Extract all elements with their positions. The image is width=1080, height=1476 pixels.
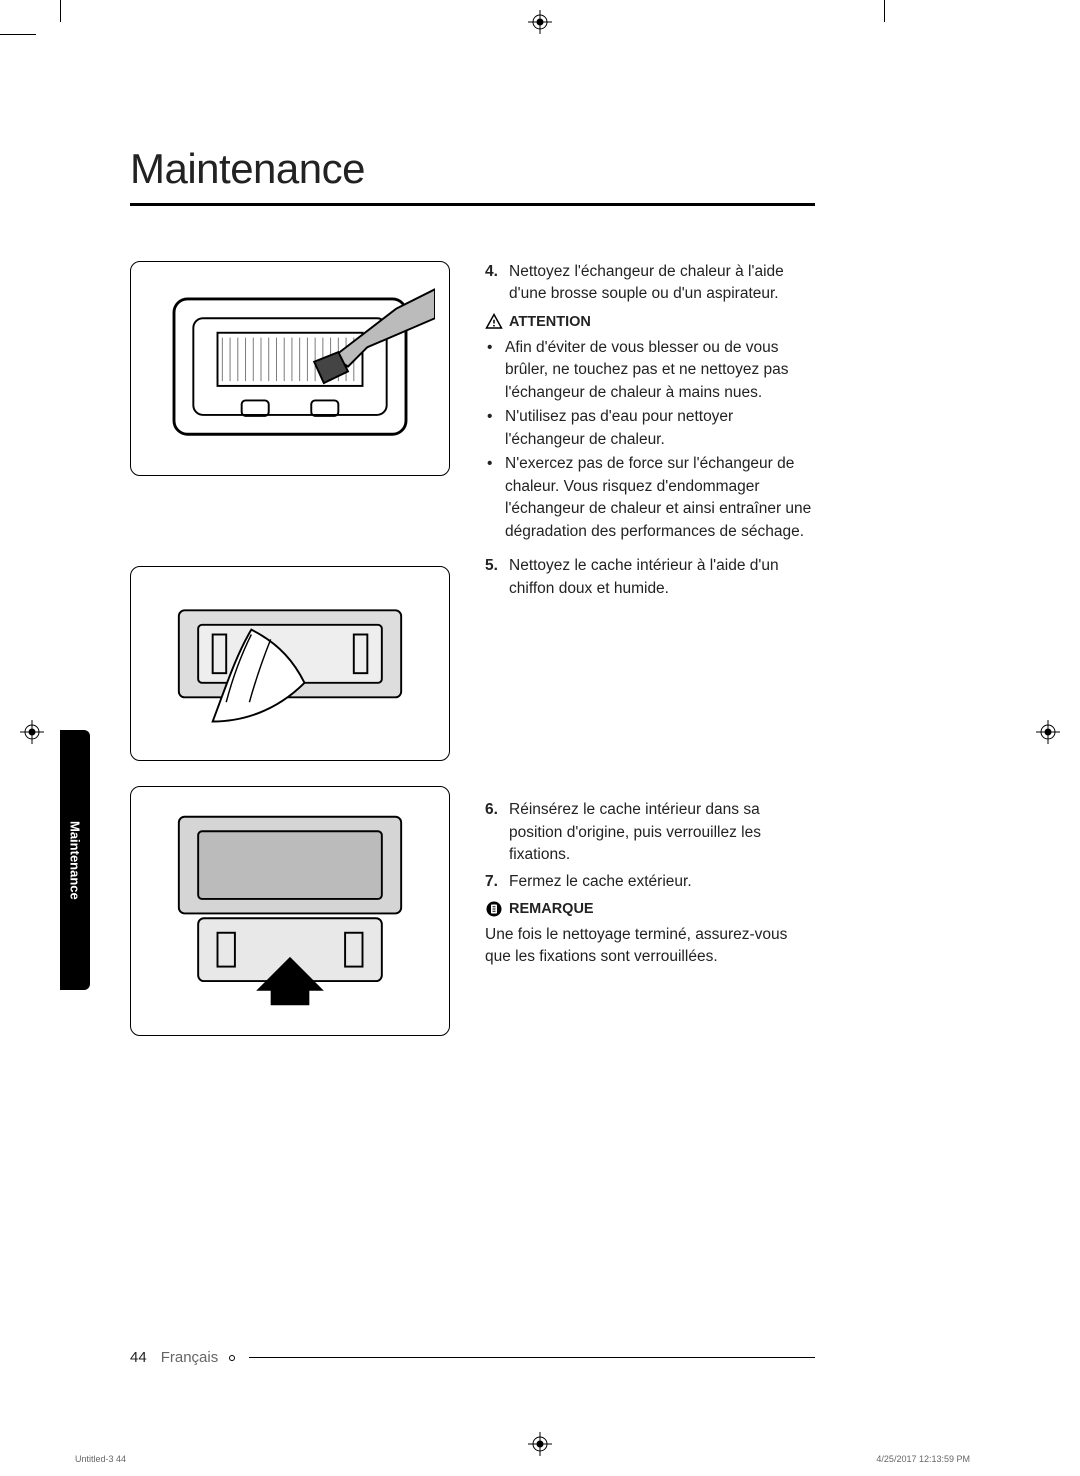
step-number: 6. xyxy=(485,799,509,866)
footer-rule xyxy=(249,1357,815,1358)
illustration-icon xyxy=(145,796,435,1026)
meta-timestamp: 4/25/2017 12:13:59 PM xyxy=(876,1454,970,1464)
text-column: 4. Nettoyez l'échangeur de chaleur à l'a… xyxy=(485,261,815,1061)
step-number: 4. xyxy=(485,261,509,306)
step-number: 5. xyxy=(485,555,509,600)
step-text: Réinsérez le cache intérieur dans sa pos… xyxy=(509,799,815,866)
registration-mark-icon xyxy=(1036,720,1060,744)
figure-wipe-inner-cover xyxy=(130,566,450,761)
attention-text: N'utilisez pas d'eau pour nettoyer l'éch… xyxy=(505,406,815,451)
note-icon xyxy=(485,900,503,918)
page-title: Maintenance xyxy=(130,145,815,206)
attention-text: N'exercez pas de force sur l'échangeur d… xyxy=(505,453,815,543)
step-item: 5. Nettoyez le cache intérieur à l'aide … xyxy=(485,555,815,600)
step-number: 7. xyxy=(485,871,509,893)
page-number: 44 xyxy=(130,1349,147,1366)
step-list: 5. Nettoyez le cache intérieur à l'aide … xyxy=(485,555,815,600)
note-text: Une fois le nettoyage terminé, assurez-v… xyxy=(485,924,815,969)
crop-mark xyxy=(884,0,885,22)
section-tab: Maintenance xyxy=(60,730,90,990)
attention-item: Afin d'éviter de vous blesser ou de vous… xyxy=(485,337,815,404)
registration-mark-icon xyxy=(528,10,552,34)
attention-text: Afin d'éviter de vous blesser ou de vous… xyxy=(505,337,815,404)
step-list: 4. Nettoyez l'échangeur de chaleur à l'a… xyxy=(485,261,815,306)
attention-label: ATTENTION xyxy=(509,312,591,333)
figures-column xyxy=(130,261,450,1061)
step-item: 7. Fermez le cache extérieur. xyxy=(485,871,815,893)
page-frame: Maintenance Maintenance xyxy=(60,40,885,1416)
print-metadata: Untitled-3 44 4/25/2017 12:13:59 PM xyxy=(75,1454,970,1464)
attention-item: N'utilisez pas d'eau pour nettoyer l'éch… xyxy=(485,406,815,451)
attention-list: Afin d'éviter de vous blesser ou de vous… xyxy=(485,337,815,543)
footer-dot-icon xyxy=(229,1355,235,1361)
step-text: Nettoyez le cache intérieur à l'aide d'u… xyxy=(509,555,815,600)
figure-clean-heat-exchanger xyxy=(130,261,450,476)
step-list: 6. Réinsérez le cache intérieur dans sa … xyxy=(485,799,815,893)
meta-filename: Untitled-3 44 xyxy=(75,1454,126,1464)
figure-reinsert-cover xyxy=(130,786,450,1036)
attention-item: N'exercez pas de force sur l'échangeur d… xyxy=(485,453,815,543)
illustration-icon xyxy=(145,576,435,751)
warning-icon xyxy=(485,313,503,331)
crop-mark xyxy=(60,0,61,22)
step-text: Nettoyez l'échangeur de chaleur à l'aide… xyxy=(509,261,815,306)
step-item: 4. Nettoyez l'échangeur de chaleur à l'a… xyxy=(485,261,815,306)
note-heading: REMARQUE xyxy=(485,899,815,920)
note-label: REMARQUE xyxy=(509,899,594,920)
step-text: Fermez le cache extérieur. xyxy=(509,871,815,893)
attention-heading: ATTENTION xyxy=(485,312,815,333)
step-item: 6. Réinsérez le cache intérieur dans sa … xyxy=(485,799,815,866)
language-label: Français xyxy=(161,1349,219,1366)
registration-mark-icon xyxy=(528,1432,552,1456)
illustration-icon xyxy=(145,274,435,464)
crop-mark xyxy=(0,34,36,35)
page-footer: 44 Français xyxy=(130,1349,815,1366)
registration-mark-icon xyxy=(20,720,44,744)
